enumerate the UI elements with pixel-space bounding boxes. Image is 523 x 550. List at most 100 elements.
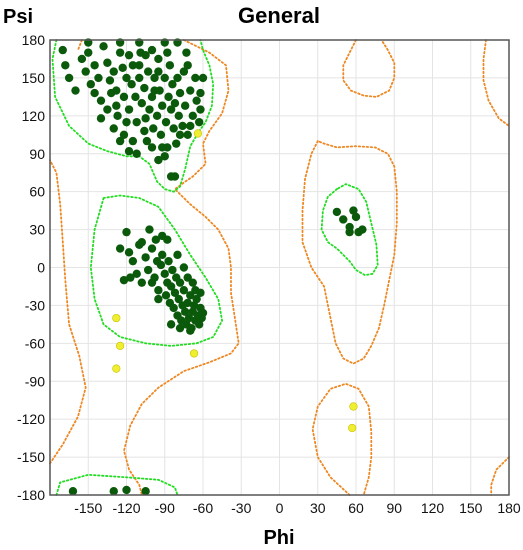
favored-residue-point: [163, 235, 172, 244]
favored-residue-point: [103, 58, 112, 67]
favored-residue-point: [188, 278, 197, 287]
x-tick-label: -30: [231, 500, 251, 516]
favored-residue-point: [174, 111, 183, 121]
favored-residue-point: [68, 487, 78, 496]
favored-residue-point: [184, 313, 194, 323]
favored-residue-point: [126, 273, 135, 282]
favored-residue-point: [166, 105, 176, 114]
favored-residue-point: [141, 114, 150, 123]
favored-residue-point: [166, 282, 176, 291]
plot-frame: [49, 39, 510, 496]
favored-residue-point: [158, 143, 167, 152]
favored-residue-point: [173, 250, 182, 260]
favored-residue-point: [183, 130, 192, 139]
favored-residue-point: [179, 263, 189, 272]
x-tick-label: -60: [193, 500, 213, 516]
favored-residue-point: [124, 50, 134, 60]
favored-residue-point: [143, 265, 153, 275]
favored-residue-point: [122, 485, 131, 495]
y-tick-label: -60: [25, 335, 45, 351]
favored-residue-point: [154, 67, 163, 76]
favored-residue-point: [188, 111, 197, 121]
x-tick-label: -90: [155, 500, 175, 516]
favored-residue-point: [169, 124, 178, 133]
favored-residue-point: [128, 136, 138, 146]
favored-residue-point: [175, 130, 185, 139]
favored-residue-point: [161, 291, 171, 300]
favored-residue-point: [81, 67, 90, 76]
favored-residue-point: [128, 61, 138, 70]
favored-residue-point: [77, 54, 87, 64]
favored-residue-point: [166, 320, 176, 329]
favored-residue-point: [154, 294, 163, 304]
favored-residue-point: [124, 248, 134, 257]
y-tick-label: -150: [17, 449, 45, 465]
favored-region-contour: [320, 183, 379, 277]
favored-residue-point: [132, 149, 141, 158]
favored-residue-point: [147, 244, 157, 253]
favored-residue-point: [94, 73, 103, 83]
outlier-residue-point: [112, 313, 121, 323]
favored-residue-point: [192, 294, 201, 304]
favored-residue-point: [196, 105, 205, 114]
favored-residue-point: [86, 80, 96, 89]
favored-residue-point: [178, 121, 187, 131]
favored-residue-point: [183, 273, 192, 282]
favored-residue-point: [135, 61, 144, 70]
favored-residue-point: [172, 139, 181, 148]
favored-residue-point: [147, 92, 157, 102]
favored-residue-point: [122, 73, 131, 83]
favored-residue-point: [186, 86, 195, 95]
favored-residue-point: [154, 155, 163, 165]
favored-residue-point: [96, 114, 106, 123]
favored-residue-point: [156, 130, 166, 139]
favored-residue-point: [131, 92, 140, 102]
outlier-residue-point: [348, 423, 357, 433]
favored-residue-point: [119, 92, 129, 102]
favored-residue-point: [186, 326, 195, 335]
favored-residue-point: [179, 67, 189, 76]
favored-residue-point: [145, 105, 154, 114]
contour-lines: [49, 39, 510, 496]
favored-residue-point: [198, 308, 208, 318]
favored-residue-point: [186, 291, 195, 300]
allowed-region-contour: [342, 39, 396, 98]
favored-residue-point: [349, 206, 358, 215]
favored-residue-point: [135, 73, 144, 83]
favored-residue-point: [140, 83, 149, 93]
favored-residue-point: [115, 48, 125, 57]
favored-residue-point: [140, 126, 149, 136]
favored-residue-point: [163, 48, 172, 57]
x-tick-label: 60: [348, 500, 364, 516]
y-tick-label: -30: [25, 297, 45, 313]
favored-residue-point: [164, 92, 173, 102]
favored-residue-point: [107, 88, 116, 98]
favored-residue-point: [183, 61, 192, 70]
favored-residue-point: [119, 275, 129, 285]
y-tick-label: 150: [22, 70, 46, 86]
favored-residue-point: [183, 298, 192, 308]
favored-residue-point: [103, 105, 112, 114]
favored-residue-point: [160, 73, 169, 83]
x-tick-label: 150: [459, 500, 483, 516]
favored-residue-point: [174, 294, 183, 304]
favored-residue-point: [142, 136, 152, 146]
favored-residue-point: [175, 88, 185, 98]
favored-residue-point: [192, 96, 201, 105]
x-tick-label: 0: [276, 500, 284, 516]
y-tick-labels: 180 150 120 90 60 30 0 -30 -60 -90 -120 -150 -180: [17, 32, 45, 503]
favored-residue-point: [154, 54, 163, 64]
x-tick-labels: -150 -120 -90 -60 -30 0 30 60 90 120 150 180: [74, 500, 521, 516]
favored-residue-point: [84, 48, 93, 57]
favored-residue-point: [64, 73, 74, 83]
favored-residue-point: [332, 207, 342, 217]
favored-residue-point: [99, 42, 108, 51]
favored-residue-point: [109, 67, 118, 76]
allowed-region-contour: [77, 39, 83, 51]
y-tick-label: 0: [37, 260, 45, 276]
favored-residue-point: [149, 124, 158, 133]
favored-residue-point: [147, 278, 157, 287]
favored-residue-point: [189, 301, 199, 310]
favored-residue-point: [156, 260, 166, 270]
